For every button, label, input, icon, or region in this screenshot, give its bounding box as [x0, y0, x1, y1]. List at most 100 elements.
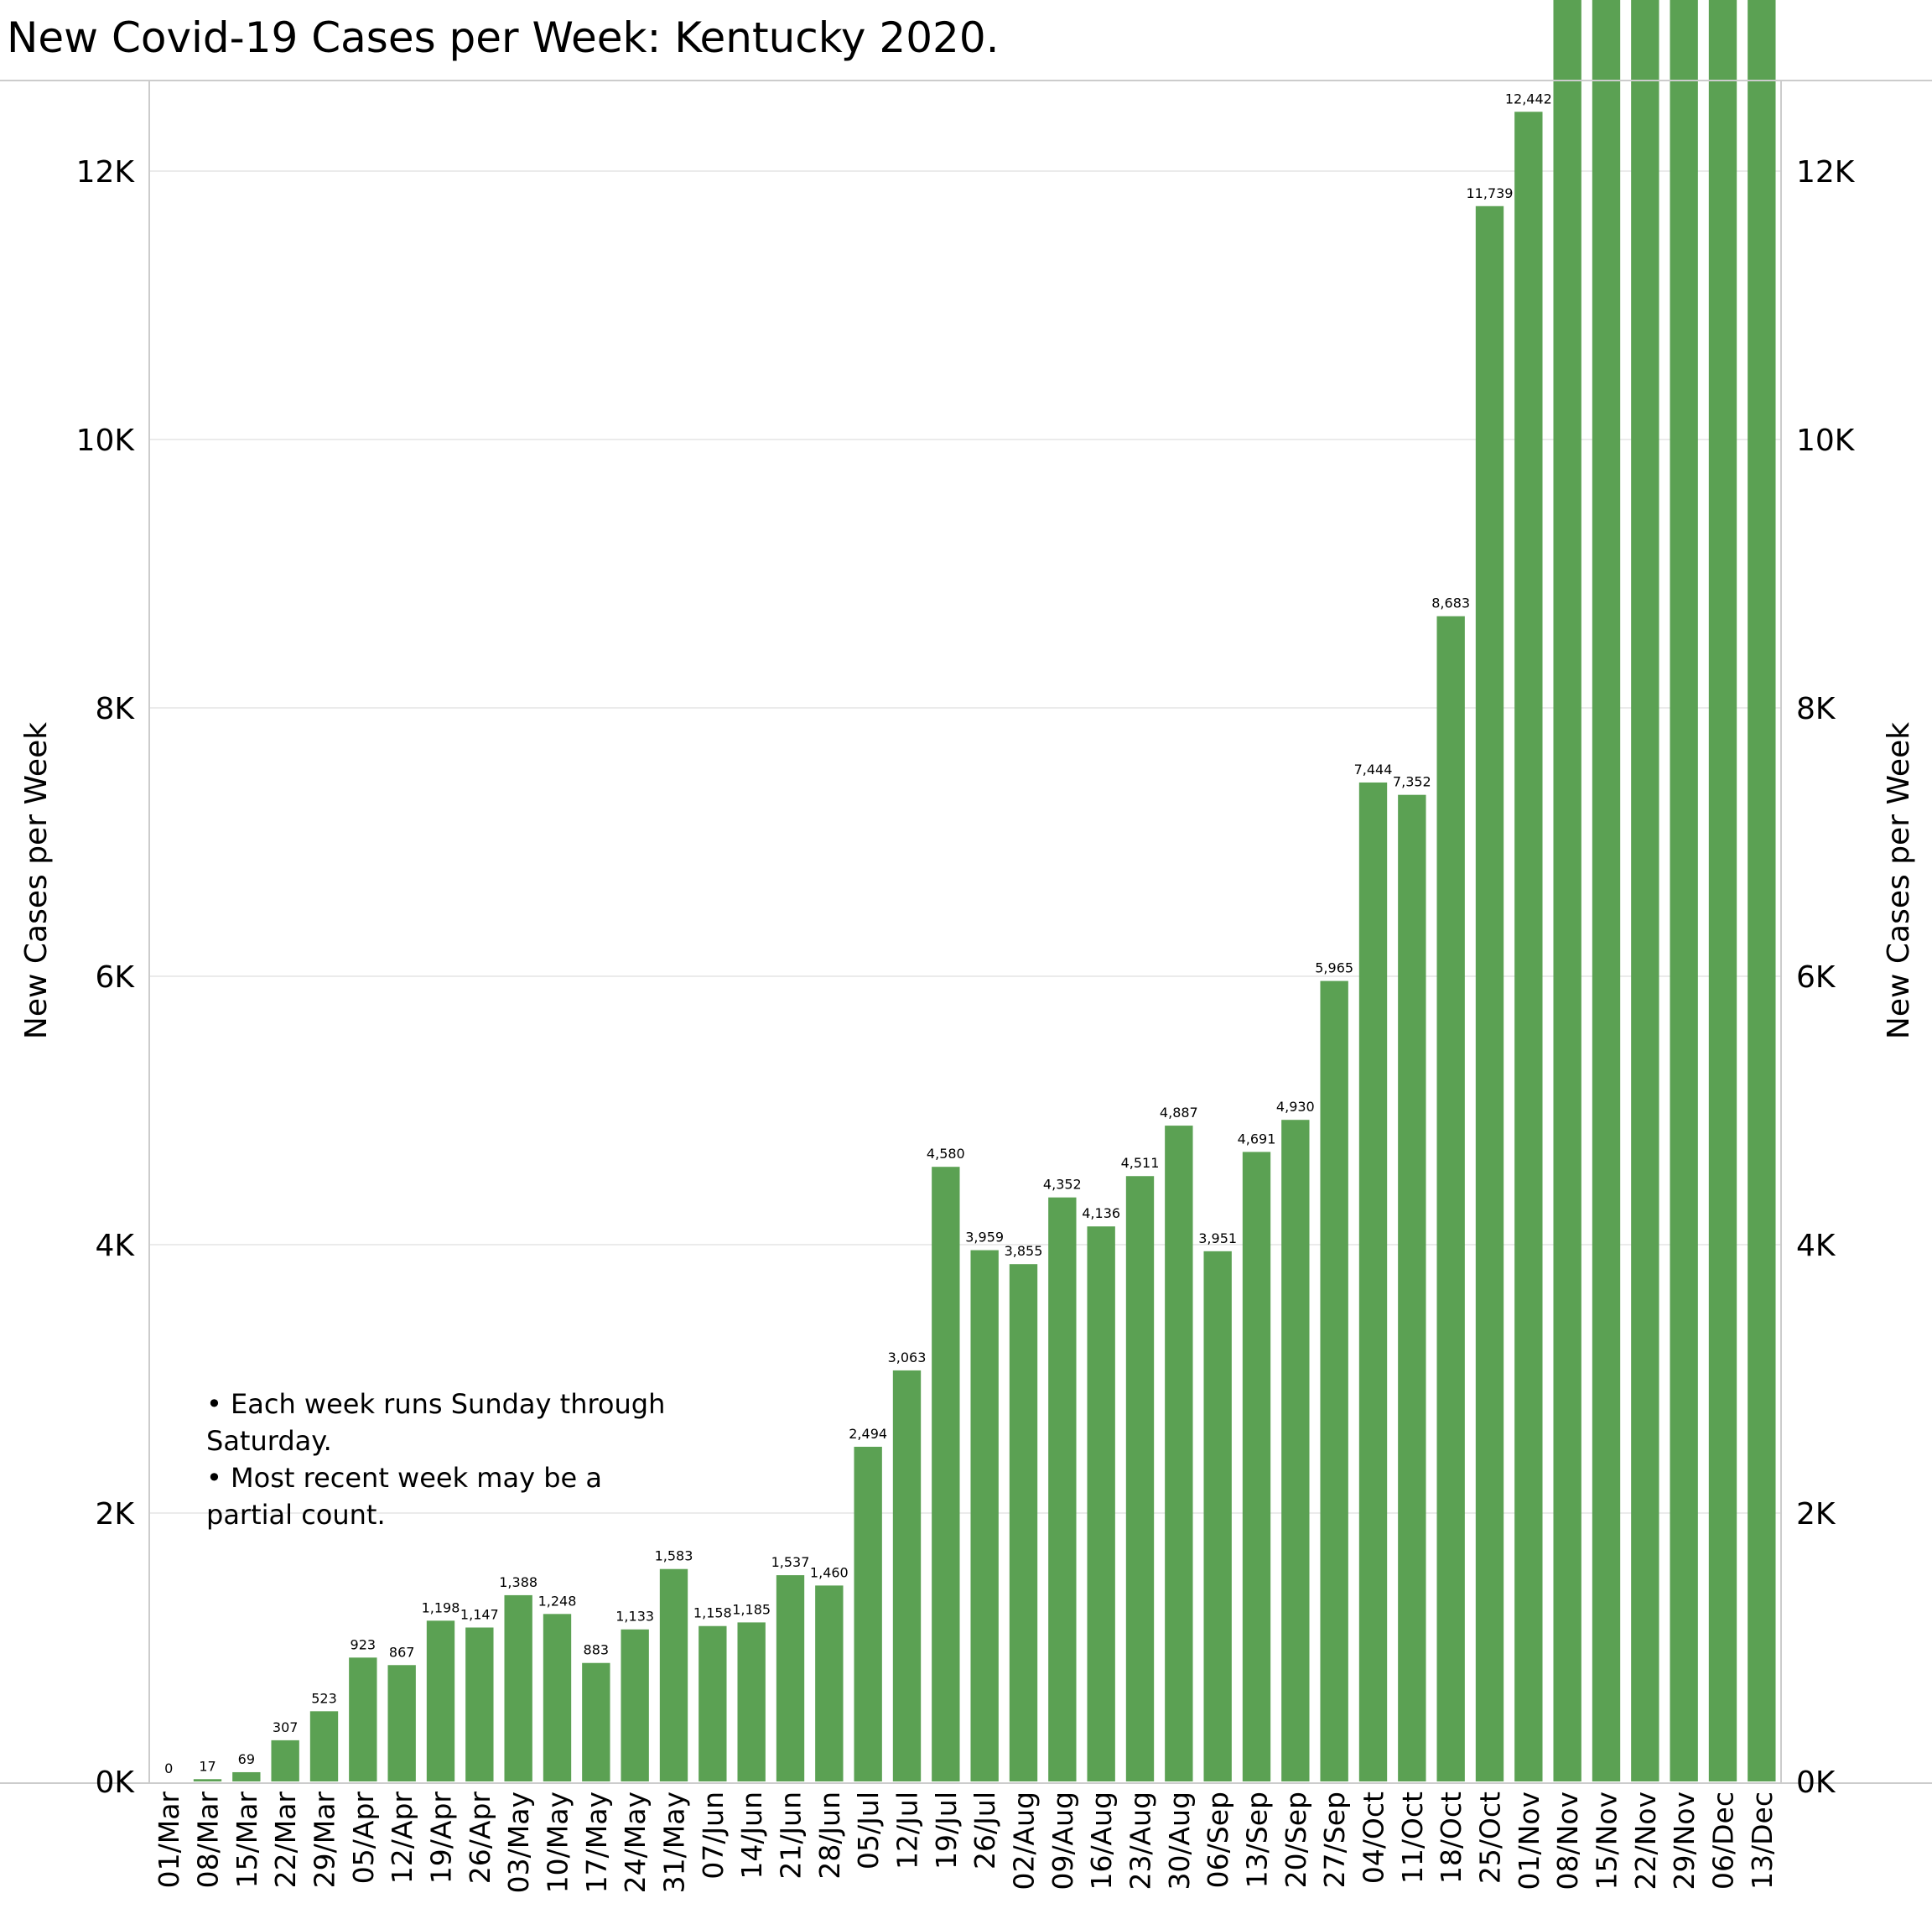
y-tick-label: 10K [76, 424, 136, 458]
y-tick-label: 4K [95, 1229, 135, 1263]
x-axis-ticks: 01/Mar 08/Mar 15/Mar 22/Mar 29/Mar 05/Apr 12/A… [153, 1792, 1779, 1894]
bar [932, 1167, 960, 1781]
x-tick-label: 21/Jun [775, 1792, 808, 1880]
x-tick-label: 09/Aug [1046, 1792, 1079, 1890]
y-tick-label: 12K [76, 155, 136, 190]
bar [309, 1711, 339, 1781]
bar [621, 1629, 649, 1781]
y-tick-label: 2K [95, 1497, 135, 1532]
bar-value-label: 523 [311, 1690, 337, 1706]
x-tick-label: 22/Mar [269, 1792, 302, 1889]
bar [776, 1575, 805, 1781]
x-tick-label: 22/Nov [1629, 1792, 1662, 1890]
x-tick-label: 15/Mar [231, 1792, 263, 1889]
x-tick-label: 19/Jul [930, 1792, 963, 1870]
bar-value-label: 8,683 [1431, 595, 1470, 611]
x-tick-label: 06/Sep [1202, 1792, 1234, 1888]
bar-value-label: 1,248 [538, 1593, 577, 1609]
x-tick-label: 24/May [619, 1792, 652, 1893]
x-tick-label: 15/Nov [1591, 1792, 1623, 1890]
x-tick-label: 11/Oct [1396, 1792, 1429, 1884]
bar-value-label: 3,951 [1198, 1230, 1237, 1246]
bar-value-label: 4,352 [1043, 1177, 1082, 1193]
bar [1670, 0, 1698, 1781]
bar [1125, 1176, 1155, 1781]
y-tick-label: 4K [1796, 1229, 1836, 1263]
y-axis-right-ticks: 0K2K4K6K8K10K12K14K16K18K20K22K24K [1796, 155, 1856, 1800]
bar-value-label: 883 [584, 1642, 610, 1658]
bar [1087, 1226, 1115, 1781]
bar [737, 1622, 766, 1781]
bar [271, 1740, 299, 1781]
bar [970, 1250, 999, 1781]
axes [0, 80, 1932, 1784]
x-tick-label: 28/Jun [813, 1792, 846, 1880]
bar [1048, 1197, 1077, 1781]
bar-value-label: 0 [164, 1760, 173, 1776]
bar-value-label: 4,887 [1160, 1105, 1198, 1121]
x-tick-label: 30/Aug [1163, 1792, 1196, 1890]
bar [349, 1657, 377, 1781]
y-tick-label: 8K [95, 692, 135, 726]
x-tick-label: 25/Oct [1474, 1792, 1507, 1884]
y-axis-left-ticks: 0K2K4K6K8K10K12K14K16K18K20K22K24K [76, 155, 136, 1800]
y-tick-label: 0K [95, 1766, 135, 1800]
bar [1592, 0, 1621, 1781]
chart-note: • Each week runs Sunday through Saturday… [206, 1386, 676, 1533]
bar [1708, 0, 1737, 1781]
bar [465, 1627, 494, 1781]
x-tick-label: 14/Jun [735, 1792, 768, 1880]
bar [543, 1614, 572, 1781]
x-tick-label: 01/Mar [153, 1792, 185, 1889]
bar-value-label: 4,511 [1121, 1155, 1160, 1171]
bar [582, 1662, 610, 1781]
gridlines [149, 170, 1781, 1514]
bar-value-label: 1,583 [655, 1548, 693, 1564]
x-tick-label: 18/Oct [1435, 1792, 1467, 1884]
x-tick-label: 01/Nov [1513, 1792, 1545, 1890]
y-tick-label: 12K [1796, 155, 1856, 190]
bar-value-label: 923 [351, 1636, 377, 1652]
x-tick-label: 10/May [542, 1792, 574, 1893]
bar [1203, 1251, 1232, 1781]
bar [1009, 1264, 1038, 1781]
x-tick-label: 20/Sep [1280, 1792, 1312, 1888]
bar-value-label: 3,063 [888, 1350, 927, 1365]
bar-value-label: 307 [273, 1719, 299, 1735]
bar-value-label: 4,930 [1276, 1099, 1315, 1115]
x-tick-label: 07/Jun [697, 1792, 730, 1880]
bar-value-label: 1,133 [615, 1609, 654, 1625]
x-tick-label: 08/Mar [192, 1792, 225, 1889]
x-tick-label: 26/Apr [464, 1792, 496, 1885]
bars [193, 0, 1776, 1782]
x-tick-label: 12/Jul [891, 1792, 924, 1870]
y-tick-label: 0K [1796, 1766, 1836, 1800]
bar-value-label: 69 [238, 1751, 255, 1767]
bar [1553, 0, 1581, 1781]
x-tick-label: 12/Apr [386, 1792, 418, 1885]
bar-value-label: 1,198 [422, 1599, 460, 1615]
bar-value-label: 2,494 [849, 1426, 887, 1442]
bar-value-label: 1,158 [693, 1605, 732, 1621]
x-tick-label: 29/Mar [309, 1792, 341, 1889]
bar-value-label: 3,959 [965, 1230, 1004, 1246]
bar [387, 1665, 416, 1781]
bar [854, 1446, 882, 1781]
bar [1165, 1126, 1193, 1781]
y-tick-label: 10K [1796, 424, 1856, 458]
bar [1436, 616, 1465, 1781]
x-tick-label: 05/Jul [852, 1792, 885, 1870]
x-tick-label: 31/May [658, 1792, 691, 1893]
bar-value-label: 5,965 [1315, 960, 1353, 976]
bar [1748, 0, 1776, 1782]
x-tick-label: 23/Aug [1124, 1792, 1157, 1890]
bar [1281, 1120, 1310, 1781]
y-axis-left-label: New Cases per Week [19, 722, 54, 1039]
bar-value-label: 11,739 [1467, 185, 1514, 201]
bar [1398, 794, 1426, 1782]
note-line-week: • Each week runs Sunday through Saturday… [206, 1388, 674, 1457]
bar [1631, 0, 1659, 1782]
y-axis-right-label: New Cases per Week [1882, 722, 1916, 1039]
bar [1475, 205, 1504, 1781]
